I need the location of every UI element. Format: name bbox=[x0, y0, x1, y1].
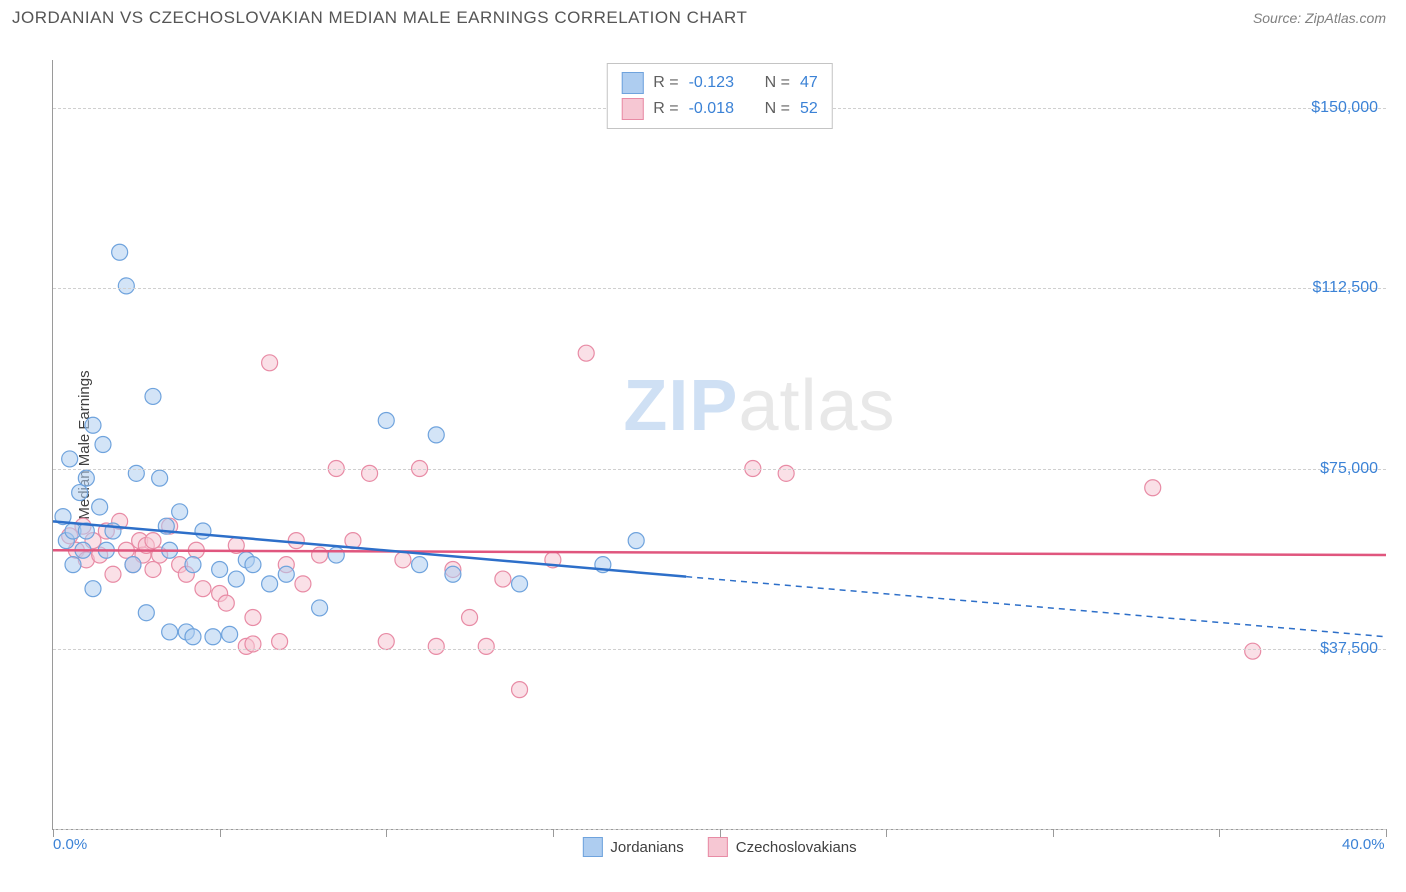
data-point bbox=[478, 638, 494, 654]
plot-svg bbox=[53, 60, 1386, 829]
data-point bbox=[378, 634, 394, 650]
data-point bbox=[62, 451, 78, 467]
data-point bbox=[628, 533, 644, 549]
data-point bbox=[1145, 480, 1161, 496]
data-point bbox=[428, 427, 444, 443]
data-point bbox=[495, 571, 511, 587]
x-tick-label: 0.0% bbox=[53, 836, 87, 853]
data-point bbox=[118, 278, 134, 294]
data-point bbox=[185, 557, 201, 573]
data-point bbox=[578, 345, 594, 361]
legend-swatch-jordanians bbox=[621, 72, 643, 94]
data-point bbox=[462, 610, 478, 626]
correlation-legend: R = -0.123 N = 47 R = -0.018 N = 52 bbox=[606, 63, 832, 129]
data-point bbox=[328, 547, 344, 563]
data-point bbox=[218, 595, 234, 611]
data-point bbox=[295, 576, 311, 592]
data-point bbox=[145, 388, 161, 404]
correlation-row-1: R = -0.123 N = 47 bbox=[621, 70, 817, 96]
data-point bbox=[445, 566, 461, 582]
series-legend: Jordanians Czechoslovakians bbox=[582, 837, 856, 857]
correlation-row-2: R = -0.018 N = 52 bbox=[621, 96, 817, 122]
trend-line bbox=[53, 550, 1386, 555]
legend-label: Czechoslovakians bbox=[736, 839, 857, 856]
data-point bbox=[105, 566, 121, 582]
data-point bbox=[162, 624, 178, 640]
data-point bbox=[222, 626, 238, 642]
r-value-2: -0.018 bbox=[689, 100, 751, 118]
data-point bbox=[312, 547, 328, 563]
data-point bbox=[378, 412, 394, 428]
data-point bbox=[245, 557, 261, 573]
chart-header: JORDANIAN VS CZECHOSLOVAKIAN MEDIAN MALE… bbox=[0, 0, 1406, 36]
data-point bbox=[278, 566, 294, 582]
data-point bbox=[288, 533, 304, 549]
data-point bbox=[1245, 643, 1261, 659]
data-point bbox=[262, 355, 278, 371]
data-point bbox=[228, 571, 244, 587]
data-point bbox=[65, 557, 81, 573]
x-tick-label: 40.0% bbox=[1342, 836, 1385, 853]
legend-swatch bbox=[708, 837, 728, 857]
data-point bbox=[152, 470, 168, 486]
data-point bbox=[78, 470, 94, 486]
data-point bbox=[428, 638, 444, 654]
r-label: R = bbox=[653, 74, 678, 92]
data-point bbox=[85, 581, 101, 597]
y-tick-label: $75,000 bbox=[1320, 460, 1378, 478]
plot-area: ZIPatlas R = -0.123 N = 47 R = -0.018 N … bbox=[52, 60, 1386, 830]
trend-line-dashed bbox=[686, 577, 1386, 637]
data-point bbox=[112, 244, 128, 260]
data-point bbox=[212, 561, 228, 577]
chart-container: Median Male Earnings ZIPatlas R = -0.123… bbox=[46, 60, 1386, 830]
data-point bbox=[138, 605, 154, 621]
legend-item-czech: Czechoslovakians bbox=[708, 837, 857, 857]
data-point bbox=[145, 533, 161, 549]
legend-label: Jordanians bbox=[610, 839, 683, 856]
data-point bbox=[145, 561, 161, 577]
n-label: N = bbox=[765, 74, 790, 92]
r-label: R = bbox=[653, 100, 678, 118]
data-point bbox=[92, 499, 108, 515]
legend-swatch bbox=[582, 837, 602, 857]
data-point bbox=[512, 576, 528, 592]
n-value-1: 47 bbox=[800, 74, 818, 92]
data-point bbox=[195, 523, 211, 539]
legend-swatch-czech bbox=[621, 98, 643, 120]
n-label: N = bbox=[765, 100, 790, 118]
y-tick-label: $112,500 bbox=[1312, 279, 1378, 297]
data-point bbox=[262, 576, 278, 592]
data-point bbox=[395, 552, 411, 568]
data-point bbox=[185, 629, 201, 645]
data-point bbox=[85, 417, 101, 433]
data-point bbox=[95, 437, 111, 453]
data-point bbox=[272, 634, 288, 650]
r-value-1: -0.123 bbox=[689, 74, 751, 92]
data-point bbox=[125, 557, 141, 573]
chart-title: JORDANIAN VS CZECHOSLOVAKIAN MEDIAN MALE… bbox=[12, 8, 747, 28]
data-point bbox=[245, 610, 261, 626]
source-attribution: Source: ZipAtlas.com bbox=[1253, 10, 1386, 26]
data-point bbox=[205, 629, 221, 645]
data-point bbox=[172, 504, 188, 520]
data-point bbox=[412, 557, 428, 573]
data-point bbox=[312, 600, 328, 616]
y-tick-label: $150,000 bbox=[1311, 99, 1378, 117]
data-point bbox=[195, 581, 211, 597]
data-point bbox=[72, 485, 88, 501]
data-point bbox=[512, 682, 528, 698]
n-value-2: 52 bbox=[800, 100, 818, 118]
y-tick-label: $37,500 bbox=[1320, 640, 1378, 658]
legend-item-jordanians: Jordanians bbox=[582, 837, 683, 857]
